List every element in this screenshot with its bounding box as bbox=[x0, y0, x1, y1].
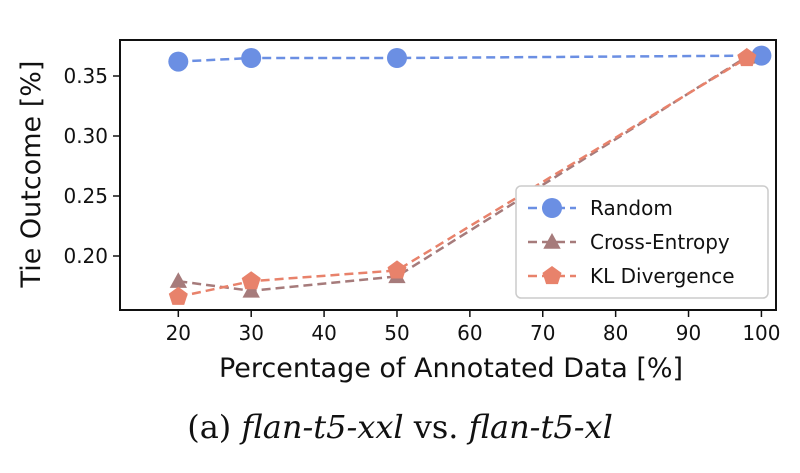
data-point-random bbox=[751, 45, 772, 66]
legend-box bbox=[515, 185, 769, 299]
legend-marker bbox=[543, 233, 561, 249]
x-axis-label: Percentage of Annotated Data [%] bbox=[219, 353, 683, 384]
caption-vs: vs. bbox=[403, 408, 469, 446]
caption-prefix: (a) bbox=[187, 408, 242, 446]
series-layer bbox=[168, 45, 772, 305]
data-point-random bbox=[241, 48, 262, 68]
legend-label: Random bbox=[590, 196, 673, 220]
y-tick-label: 0.20 bbox=[63, 244, 108, 268]
data-point-random bbox=[386, 48, 407, 68]
legend-label: KL Divergence bbox=[590, 264, 735, 288]
caption-model-b: flan-t5-xl bbox=[468, 408, 613, 446]
data-point-kl-divergence bbox=[168, 286, 188, 305]
data-point-random bbox=[168, 51, 189, 72]
legend: Random Cross-Entropy KL Divergence bbox=[515, 185, 769, 299]
legend-marker bbox=[542, 198, 562, 218]
x-tick-label: 40 bbox=[311, 321, 336, 345]
x-tick-label: 70 bbox=[530, 321, 555, 345]
data-point-cross-entropy bbox=[242, 281, 260, 298]
series-line-cross-entropy bbox=[178, 55, 748, 293]
legend-marker bbox=[542, 266, 562, 285]
x-tick-label: 100 bbox=[742, 321, 780, 345]
legend-item-kl-divergence: KL Divergence bbox=[528, 264, 735, 288]
data-point-kl-divergence bbox=[387, 260, 407, 279]
x-tick-label: 20 bbox=[166, 321, 191, 345]
x-tick-label: 50 bbox=[384, 321, 409, 345]
x-tick-label: 90 bbox=[676, 321, 701, 345]
y-tick-label: 0.25 bbox=[63, 184, 108, 208]
x-tick-label: 80 bbox=[603, 321, 628, 345]
caption-model-a: flan-t5-xxl bbox=[241, 408, 404, 446]
x-tick-label: 60 bbox=[457, 321, 482, 345]
legend-label: Cross-Entropy bbox=[590, 230, 730, 254]
series-line-random bbox=[178, 54, 762, 63]
y-axis-label: Tie Outcome [%] bbox=[16, 61, 47, 289]
legend-item-cross-entropy: Cross-Entropy bbox=[528, 230, 730, 254]
y-tick-label: 0.30 bbox=[63, 124, 108, 148]
data-point-kl-divergence bbox=[737, 48, 757, 67]
data-point-kl-divergence bbox=[241, 271, 261, 290]
x-tick-label: 30 bbox=[238, 321, 263, 345]
data-point-cross-entropy bbox=[169, 272, 187, 288]
y-tick-label: 0.35 bbox=[63, 64, 108, 88]
y-axis-ticks: 0.20 0.25 0.30 0.35 bbox=[63, 64, 120, 268]
figure-caption: (a) flan-t5-xxl vs. flan-t5-xl bbox=[0, 408, 800, 446]
series-line-kl-divergence bbox=[178, 56, 748, 299]
series-random bbox=[168, 45, 772, 72]
series-kl-divergence bbox=[168, 48, 757, 305]
x-axis-ticks: 20 30 40 50 60 70 80 90 100 bbox=[166, 310, 781, 345]
legend-item-random: Random bbox=[528, 196, 673, 220]
